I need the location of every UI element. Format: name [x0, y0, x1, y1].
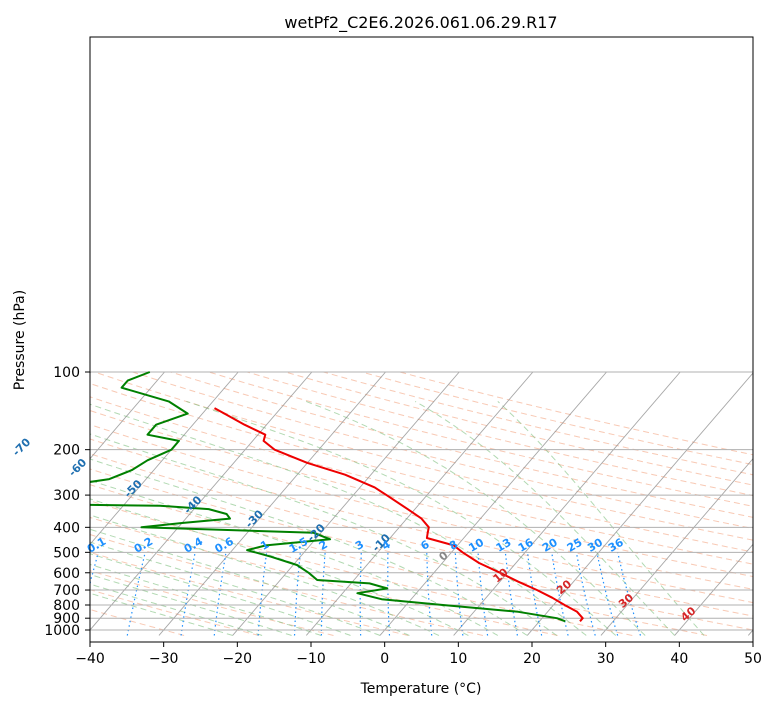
mixing-ratio-line: [426, 552, 433, 636]
mixing-ratio-line: [257, 552, 268, 636]
mixing-ratio-line: [320, 552, 326, 636]
dry-adiabat: [90, 484, 708, 636]
isotherm-line: [453, 371, 681, 636]
x-tick-label: −20: [223, 651, 253, 667]
y-tick-label: 500: [53, 545, 80, 561]
mixing-ratio-line: [359, 552, 362, 636]
x-tick-label: 30: [597, 651, 615, 667]
mixing-ratio-line: [477, 552, 489, 636]
x-tick-label: 50: [744, 651, 762, 667]
isotherm-line: [158, 371, 386, 636]
x-axis-label: Temperature (°C): [360, 681, 482, 697]
y-tick-label: 900: [53, 611, 80, 627]
y-tick-label: 100: [53, 365, 80, 381]
y-axis-label: Pressure (hPa): [12, 290, 28, 390]
mixing-ratio-line: [454, 552, 464, 636]
y-tick-label: 600: [53, 566, 80, 582]
mixing-ratio-line: [180, 552, 196, 636]
isotherm-line: [379, 371, 607, 636]
moist-adiabat: [186, 400, 617, 636]
isotherm-line: [674, 543, 753, 636]
x-tick-label: 40: [670, 651, 688, 667]
dry-adiabat: [90, 468, 753, 631]
y-tick-label: 1000: [44, 623, 80, 639]
mixing-ratio-line: [293, 552, 301, 636]
x-tick-label: −40: [75, 651, 105, 667]
pressure-gridlines: [90, 371, 753, 631]
y-tick-label: 800: [53, 598, 80, 614]
plot-frame: [89, 36, 754, 643]
isotherm-line: [90, 371, 313, 631]
mixing-ratio-line: [126, 552, 146, 636]
y-tick-label: 300: [53, 488, 80, 504]
chart-title: wetPf2_C2E6.2026.061.06.29.R17: [284, 13, 557, 33]
x-axis-ticks: −40 −30 −20 −10 0 10 20 30 40 50: [75, 642, 762, 667]
dry-adiabat: [90, 516, 558, 636]
mixing-ratio-line: [504, 552, 518, 636]
isotherm-line: [232, 371, 460, 636]
isotherm-line: [600, 457, 753, 636]
mixing-ratio-line: [387, 552, 391, 636]
dry-adiabat: [208, 371, 753, 507]
dry-adiabat: [90, 438, 753, 604]
x-tick-label: −30: [149, 651, 179, 667]
dry-adiabat: [90, 424, 753, 590]
y-tick-label: 200: [53, 443, 80, 459]
dry-adiabat: [90, 382, 753, 553]
dry-adiabat: [90, 453, 753, 617]
dewpoint-line: [90, 371, 566, 623]
mixing-ratio-line: [213, 552, 227, 636]
dry-adiabat: [285, 371, 753, 486]
x-tick-label: 10: [449, 651, 467, 667]
x-tick-label: 20: [523, 651, 541, 667]
moist-adiabat: [90, 479, 499, 636]
temperature-line: [214, 407, 584, 622]
isotherm-line: [526, 372, 753, 636]
moist-adiabat: [90, 528, 410, 636]
isotherm-line: [90, 371, 239, 546]
x-tick-label: 0: [380, 651, 389, 667]
sounding-series: [90, 371, 584, 623]
isotherm-line: [90, 371, 165, 460]
y-tick-label: 400: [53, 520, 80, 536]
y-tick-label: 700: [53, 583, 80, 599]
dry-adiabat: [90, 396, 753, 565]
isotherm-line: [305, 371, 534, 636]
dry-adiabat: [90, 589, 259, 636]
x-tick-label: −10: [296, 651, 326, 667]
dry-adiabat: [90, 534, 484, 636]
